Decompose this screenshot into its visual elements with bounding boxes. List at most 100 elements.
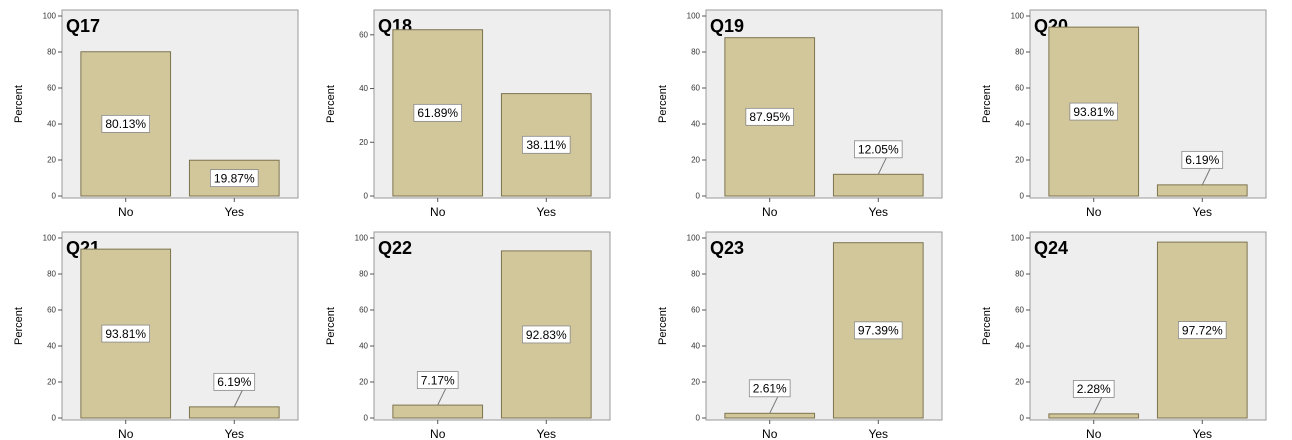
y-tick-label: 40 (691, 120, 700, 129)
y-tick-label: 40 (47, 120, 56, 129)
y-tick-label: 40 (359, 84, 368, 93)
data-label-box (854, 140, 903, 159)
y-axis-label: Percent (325, 85, 337, 123)
y-tick-label: 20 (691, 378, 700, 387)
data-label-box (854, 321, 903, 340)
y-tick-label: 80 (1015, 48, 1024, 57)
data-label: 38.11% (526, 138, 566, 152)
y-tick-label: 0 (1020, 192, 1025, 201)
data-label: 97.39% (858, 324, 899, 338)
x-tick-label: No (762, 427, 778, 440)
label-leader (769, 396, 779, 414)
chart-title: Q24 (1034, 238, 1068, 258)
bar-no (1048, 413, 1140, 419)
label-leader (437, 388, 447, 406)
y-axis-label: Percent (981, 85, 993, 123)
y-axis-label: Percent (13, 85, 25, 123)
data-label-box (748, 379, 791, 398)
y-tick-label: 0 (52, 192, 57, 201)
y-axis-label: Percent (981, 307, 993, 345)
y-tick-label: 100 (1011, 234, 1025, 243)
data-label-box (101, 324, 150, 343)
y-tick-label: 100 (43, 234, 57, 243)
data-label: 7.17% (421, 373, 455, 387)
x-tick-label: Yes (1192, 427, 1212, 440)
y-tick-label: 100 (687, 12, 701, 21)
y-tick-label: 60 (1015, 84, 1024, 93)
chart-q22: 0 20 40 60 80 100 Percent Q22 No 7.17% Yes 92.83% (325, 231, 611, 440)
chart-title: Q22 (378, 238, 412, 258)
chart-title: Q23 (710, 238, 744, 258)
y-tick-label: 100 (687, 234, 701, 243)
y-tick-label: 60 (1015, 306, 1024, 315)
x-tick-label: Yes (224, 205, 244, 219)
data-label: 87.95% (749, 110, 790, 124)
x-tick-label: No (430, 205, 446, 219)
bar-no (724, 412, 816, 419)
x-tick-label: No (1086, 427, 1102, 440)
data-label-box (522, 325, 571, 344)
data-label-box (1181, 150, 1224, 169)
y-tick-label: 40 (1015, 120, 1024, 129)
y-tick-label: 80 (691, 48, 700, 57)
y-tick-label: 60 (691, 84, 700, 93)
y-axis-label: Percent (325, 307, 337, 345)
y-tick-label: 0 (1020, 414, 1025, 423)
x-tick-label: Yes (868, 427, 888, 440)
x-tick-label: No (118, 427, 134, 440)
x-tick-label: Yes (536, 205, 556, 219)
bar-yes (832, 173, 924, 197)
y-tick-label: 20 (691, 156, 700, 165)
label-leader (233, 390, 243, 408)
y-tick-label: 20 (1015, 378, 1024, 387)
bar-yes (188, 406, 280, 419)
y-tick-label: 60 (47, 306, 56, 315)
data-label: 61.89% (417, 106, 458, 120)
y-tick-label: 0 (364, 414, 369, 423)
data-label: 97.72% (1182, 323, 1223, 337)
data-label: 19.87% (214, 171, 255, 185)
y-axis-label: Percent (657, 85, 669, 123)
data-label-box (416, 371, 459, 389)
y-tick-label: 0 (696, 192, 701, 201)
y-axis-label: Percent (657, 307, 669, 345)
chart-q24: 0 20 40 60 80 100 Percent Q24 No 2.28% Yes 97.72% (981, 231, 1267, 440)
y-tick-label: 80 (359, 270, 368, 279)
x-tick-label: No (430, 427, 446, 440)
y-tick-label: 80 (1015, 270, 1024, 279)
x-tick-label: Yes (868, 205, 888, 219)
y-tick-label: 20 (359, 378, 368, 387)
x-tick-label: No (118, 205, 134, 219)
y-tick-label: 20 (47, 378, 56, 387)
y-tick-label: 0 (696, 414, 701, 423)
chart-q17: 0 20 40 60 80 100 Percent Q17 No 80.13% Yes 19.87% (13, 9, 299, 219)
data-label: 12.05% (858, 143, 899, 157)
y-tick-label: 60 (47, 84, 56, 93)
y-tick-label: 60 (359, 30, 368, 39)
y-tick-label: 40 (691, 342, 700, 351)
y-tick-label: 20 (1015, 156, 1024, 165)
data-label: 6.19% (1185, 153, 1219, 167)
y-tick-label: 20 (359, 138, 368, 147)
label-leader (877, 157, 887, 175)
x-tick-label: No (1086, 205, 1102, 219)
y-tick-label: 0 (52, 414, 57, 423)
y-tick-label: 60 (691, 306, 700, 315)
data-label: 80.13% (105, 117, 146, 131)
y-tick-label: 80 (47, 270, 56, 279)
data-label: 2.61% (753, 382, 787, 396)
label-leader (1093, 397, 1103, 415)
x-tick-label: No (762, 205, 778, 219)
y-tick-label: 40 (1015, 342, 1024, 351)
x-tick-label: Yes (536, 427, 556, 440)
x-tick-label: Yes (224, 427, 244, 440)
chart-title: Q17 (66, 16, 100, 36)
chart-q19: 0 20 40 60 80 100 Percent Q19 No 87.95% Yes 12.05% (657, 9, 943, 219)
y-tick-label: 100 (1011, 12, 1025, 21)
y-tick-label: 100 (355, 234, 369, 243)
label-leader (1201, 168, 1211, 186)
chart-title: Q19 (710, 16, 744, 36)
